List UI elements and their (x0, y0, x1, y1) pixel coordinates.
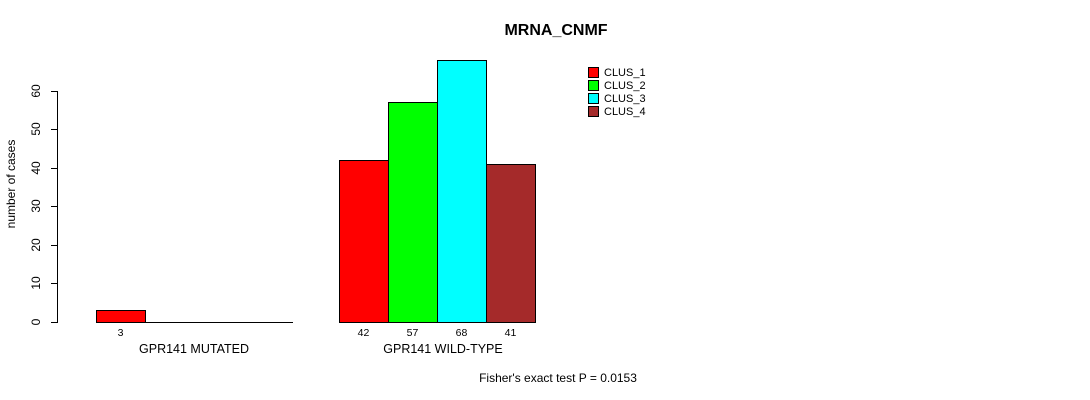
legend-label: CLUS_3 (604, 92, 646, 105)
bar-clus_1-group2 (339, 160, 389, 323)
y-axis-tick-label: 30 (29, 199, 43, 213)
group-label-2: GPR141 WILD-TYPE (383, 342, 503, 356)
y-axis-tick (51, 206, 57, 207)
legend-swatch (588, 80, 599, 91)
bar-value-label: 41 (504, 327, 517, 339)
annotation-text: Fisher's exact test P = 0.0153 (479, 371, 637, 385)
bar-value-label: 42 (357, 327, 370, 339)
legend-label: CLUS_4 (604, 105, 646, 118)
legend-item: CLUS_4 (588, 105, 646, 118)
legend-swatch (588, 106, 599, 117)
y-axis-line (57, 91, 58, 323)
group-label-1: GPR141 MUTATED (139, 342, 249, 356)
bar-clus_3-group2 (437, 60, 487, 323)
chart-title: MRNA_CNMF (504, 22, 608, 39)
y-axis-tick-label: 60 (29, 84, 43, 98)
bar-clus_1-group1 (96, 310, 146, 323)
legend-item: CLUS_1 (588, 66, 646, 79)
legend-label: CLUS_1 (604, 66, 646, 79)
legend-item: CLUS_3 (588, 92, 646, 105)
legend-swatch (588, 93, 599, 104)
legend-label: CLUS_2 (604, 79, 646, 92)
y-axis-tick (51, 168, 57, 169)
bar-value-label: 68 (455, 327, 468, 339)
y-axis-tick-label: 40 (29, 161, 43, 175)
bar-clus_4-group2 (486, 164, 536, 323)
legend: CLUS_1 CLUS_2 CLUS_3 CLUS_4 (588, 66, 646, 118)
y-axis-tick (51, 245, 57, 246)
y-axis-tick (51, 283, 57, 284)
y-axis-tick (51, 322, 57, 323)
y-axis-tick (51, 91, 57, 92)
bar-value-label: 3 (117, 327, 124, 339)
legend-swatch (588, 67, 599, 78)
y-axis-tick-label: 0 (29, 318, 43, 326)
y-axis-tick-label: 20 (29, 238, 43, 252)
bar-value-label: 57 (406, 327, 419, 339)
y-axis-tick-label: 50 (29, 122, 43, 136)
y-axis-tick (51, 129, 57, 130)
bar-clus_2-group2 (388, 102, 438, 323)
y-axis-tick-label: 10 (29, 276, 43, 290)
group-baseline (96, 322, 293, 323)
legend-item: CLUS_2 (588, 79, 646, 92)
